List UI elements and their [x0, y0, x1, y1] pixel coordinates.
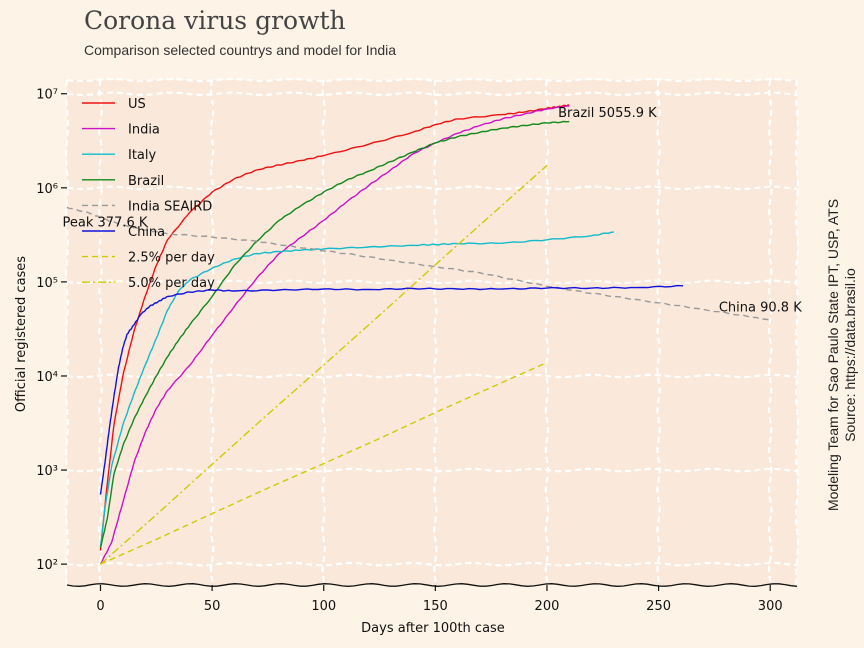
- plot-top-border: [66, 77, 798, 83]
- x-gridline-300: [767, 79, 773, 586]
- x-gridline-200: [544, 79, 550, 586]
- plot-right-border: [794, 79, 800, 586]
- series-line-brazil: [99, 120, 570, 548]
- y-gridline-1000000: [66, 185, 798, 191]
- source-credit-line: Modeling Team for Sao Paulo State IPT, U…: [825, 199, 841, 511]
- legend-label-brazil: Brazil: [128, 174, 164, 189]
- y-tick-label-100: 10²: [36, 558, 58, 573]
- annotation-0: Brazil 5055.9 K: [558, 106, 657, 121]
- series-line-india-seaird: [66, 206, 771, 322]
- plot-left-border: [64, 79, 70, 586]
- legend-label-5-0-per-day: 5.0% per day: [128, 276, 215, 291]
- legend-label-india-seaird: India SEAIRD: [128, 199, 212, 214]
- y-tick-label-1000: 10³: [36, 464, 58, 479]
- x-gridline-250: [656, 79, 661, 586]
- x-tick-label-0: 0: [96, 599, 104, 614]
- series-line-italy: [99, 231, 615, 548]
- series-line-5-0-per-day: [100, 164, 548, 565]
- y-gridline-100: [66, 561, 798, 567]
- series-line-india: [99, 105, 570, 565]
- x-gridline-100: [321, 79, 327, 586]
- x-axis-line: [66, 583, 798, 587]
- y-gridline-10000: [66, 373, 798, 379]
- x-gridline-50: [209, 79, 215, 586]
- series-line-us: [99, 104, 570, 551]
- y-tick-label-10000: 10⁴: [36, 370, 58, 385]
- annotation-2: China 90.8 K: [719, 300, 802, 315]
- x-tick-label-100: 100: [311, 599, 336, 614]
- legend-label-us: US: [128, 97, 146, 112]
- x-tick-label-300: 300: [758, 599, 783, 614]
- x-tick-label-50: 50: [204, 599, 221, 614]
- series-line-china: [99, 284, 684, 495]
- legend-label-india: India: [128, 123, 160, 138]
- source-url-line: Source: https://data.brasil.io: [842, 268, 858, 442]
- x-gridline-0: [98, 79, 103, 586]
- plot-area-background: [67, 80, 797, 585]
- x-tick-label-200: 200: [535, 599, 560, 614]
- legend-label-china: China: [128, 225, 165, 240]
- x-gridline-150: [432, 79, 438, 586]
- series-line-2-5-per-day: [100, 361, 548, 565]
- annotation-1: Peak 377.6 K: [63, 215, 148, 230]
- legend-label-2-5-per-day: 2.5% per day: [128, 251, 215, 266]
- x-tick-label-250: 250: [646, 599, 671, 614]
- legend-label-italy: Italy: [128, 148, 157, 163]
- y-gridline-1000: [66, 467, 798, 473]
- y-gridline-10000000: [66, 91, 798, 97]
- y-tick-label-100000: 10⁵: [36, 276, 58, 291]
- y-tick-label-1000000: 10⁶: [36, 182, 58, 197]
- chart-subtitle: Comparison selected countrys and model f…: [84, 42, 396, 58]
- x-tick-label-150: 150: [423, 599, 448, 614]
- y-tick-label-10000000: 10⁷: [36, 88, 58, 103]
- chart-title: Corona virus growth: [84, 6, 346, 35]
- y-axis-label: Official registered cases: [14, 256, 29, 412]
- x-axis-label: Days after 100th case: [361, 621, 505, 636]
